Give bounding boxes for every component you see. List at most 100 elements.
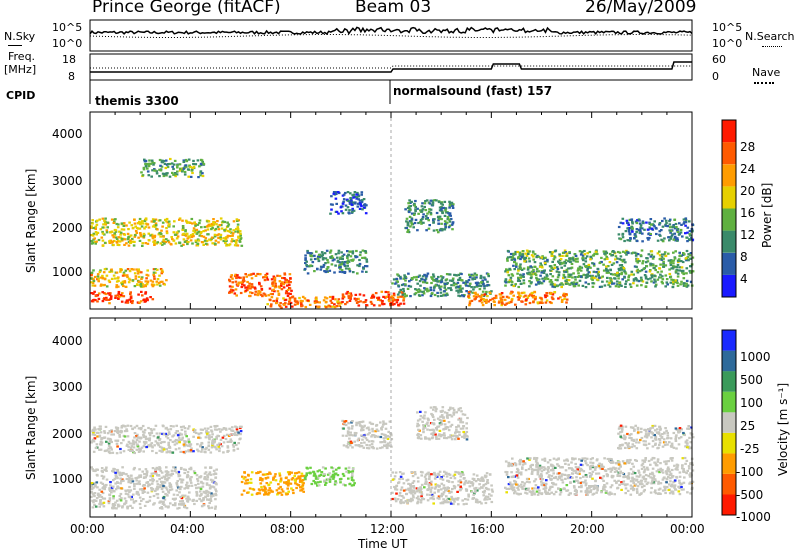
powerCells-cell [431, 201, 435, 204]
powerCells-cell [182, 238, 186, 241]
powerCells-cell [134, 275, 138, 278]
powerCells-cell [237, 283, 240, 286]
powerCells-cell [669, 281, 673, 284]
powerCells-cell [602, 250, 606, 253]
powerCells-cell [509, 255, 512, 259]
velCells-cell [490, 488, 494, 491]
powerCells-cell [630, 229, 634, 232]
velCells-cell [145, 500, 148, 504]
powerCells-cell [671, 266, 675, 269]
velCells-cell [277, 487, 281, 490]
velCells-cell [462, 477, 466, 480]
velCells-cell [381, 446, 384, 449]
velCells-cell [387, 442, 390, 445]
velCells-cell [214, 488, 217, 491]
powerCells-cell [625, 253, 628, 256]
powerCells-cell [208, 225, 212, 228]
powerCells-cell [352, 201, 355, 204]
powerCells-cell [219, 236, 222, 239]
power-heatmap [90, 157, 695, 309]
powerCells-cell [237, 236, 240, 239]
powerCells-cell [412, 276, 416, 279]
powerCells-cell [158, 281, 161, 285]
velCells-cell [116, 439, 119, 442]
powerCells-cell [120, 283, 124, 286]
powerCells-cell [222, 239, 226, 243]
powerCells-cell [372, 304, 376, 307]
powerCells-cell [156, 228, 159, 231]
velCells-cell [440, 482, 444, 485]
powerCells-cell [331, 297, 335, 300]
powerCells-cell [421, 202, 424, 205]
powerCells-cell [358, 262, 362, 266]
velCells-cell [438, 433, 441, 436]
powerCells-cell [347, 253, 350, 257]
powerCells-cell [561, 251, 565, 254]
velCells-cell [230, 429, 233, 432]
powerCells-cell [585, 265, 588, 269]
velCells-cell [187, 440, 191, 443]
velCells-cell [170, 472, 174, 475]
velCells-cell [332, 477, 335, 480]
powerCells-cell [481, 294, 484, 297]
powerCells-cell [551, 297, 554, 300]
powerCells-cell [535, 256, 538, 259]
powerCells-cell [143, 219, 147, 222]
velCells-cell [339, 481, 342, 484]
velCells-cell [209, 473, 213, 476]
powerCells-cell [616, 274, 619, 277]
powerCells-cell [141, 283, 144, 286]
powerCells-cell [190, 169, 194, 172]
velCells-cell [407, 482, 410, 485]
velCells-cell [386, 446, 389, 450]
powerCells-cell [684, 257, 688, 260]
velCells-cell [330, 466, 333, 469]
powerCells-cell [223, 220, 227, 224]
powerCells-cell [336, 300, 339, 303]
powerCells-cell [230, 291, 233, 294]
powerCells-cell [161, 221, 165, 224]
velCells-cell [186, 444, 190, 447]
powerCells-cell [537, 270, 540, 273]
velCells-cell [459, 485, 462, 488]
powerCells-cell [238, 239, 241, 242]
velCells-cell [102, 505, 106, 508]
powerCells-cell [436, 295, 440, 298]
velCells-cell [266, 473, 269, 476]
velCells-cell [434, 433, 437, 436]
velCells-cell [103, 484, 106, 487]
powerCells-cell [232, 220, 236, 223]
powerCells-cell [136, 269, 140, 272]
cpid-first: themis 3300 [95, 94, 179, 108]
powerCells-cell [207, 220, 211, 223]
powerCells-cell [574, 254, 578, 257]
velCells-cell [351, 472, 354, 475]
velCells-cell [459, 481, 463, 484]
powerCells-cell [425, 215, 428, 218]
powerCells-cell [248, 294, 251, 298]
powerCells-cell [305, 265, 309, 268]
powerCells-cell [337, 252, 340, 255]
velCells-cell [440, 414, 444, 417]
powerCells-cell [228, 243, 232, 246]
velCells-cell [419, 499, 423, 502]
velCells-cell [196, 443, 199, 446]
velCells-cell [382, 420, 385, 423]
powerCells-cell [506, 249, 510, 253]
powerCells-cell [90, 274, 93, 277]
powerCells-cell [447, 218, 451, 221]
velCells-cell [267, 483, 271, 486]
powerCells-cell [471, 291, 474, 294]
powerCells-cell [570, 262, 574, 265]
velCells-cell [460, 487, 463, 490]
velCells-cell [273, 475, 277, 478]
velCells-cell [173, 466, 177, 469]
powerCells-cell [120, 300, 124, 303]
powerCells-cell [483, 299, 486, 302]
powerCells-cell [405, 227, 409, 230]
powerCells-cell [236, 274, 239, 277]
powerCells-cell [148, 159, 151, 162]
velCells-cell [360, 427, 364, 430]
powerCells-cell [440, 285, 443, 288]
velCells-cell [214, 492, 217, 496]
